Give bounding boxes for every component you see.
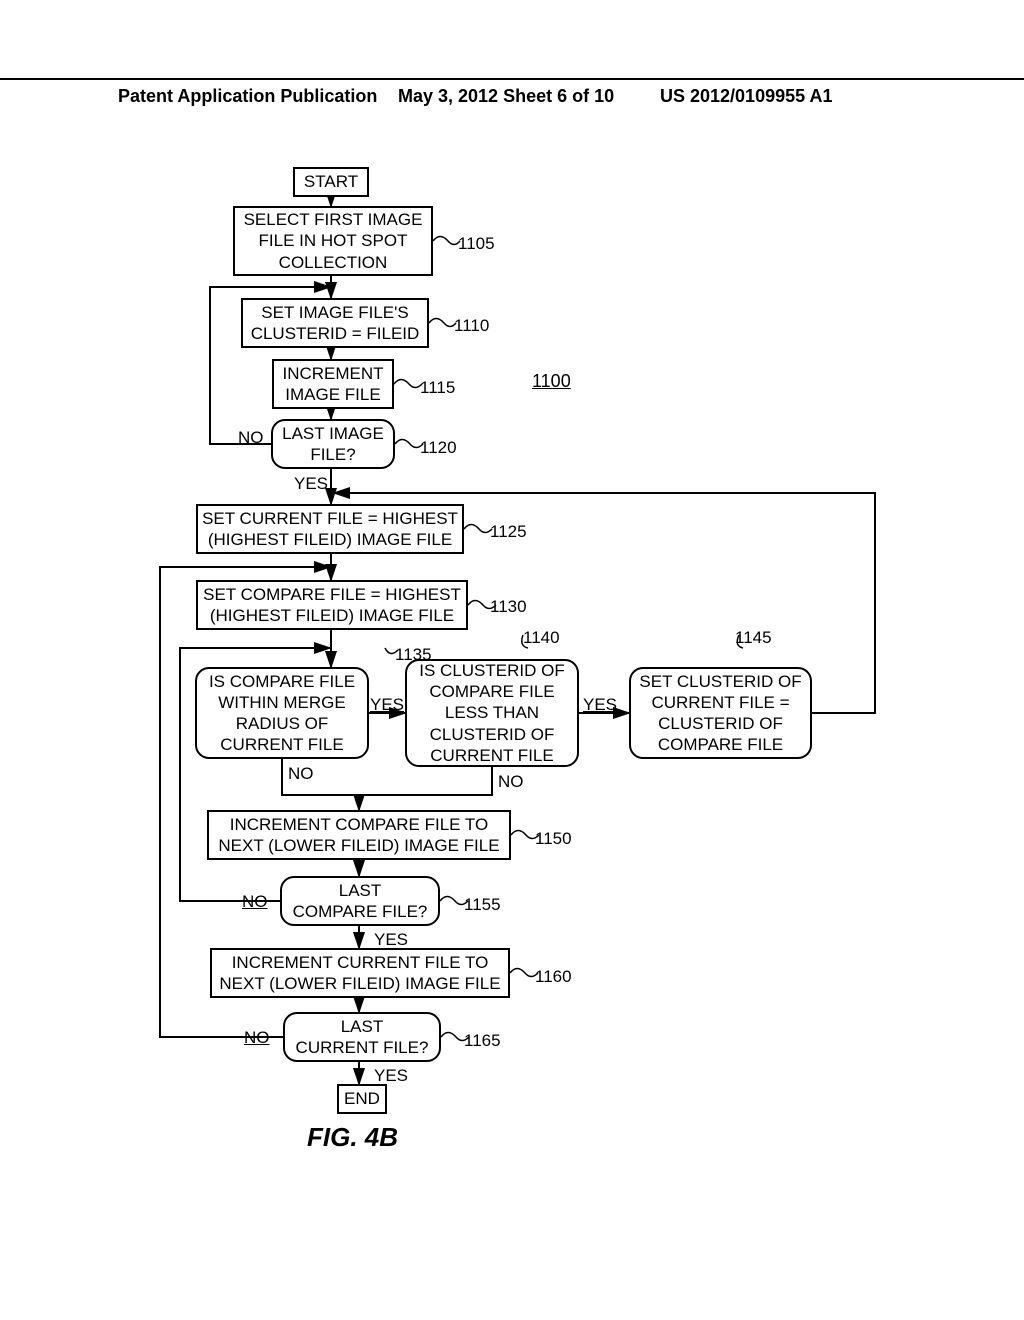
node-1155-decision: LASTCOMPARE FILE? <box>280 876 440 926</box>
node-1150: INCREMENT COMPARE FILE TONEXT (LOWER FIL… <box>207 810 511 860</box>
ref-1105: 1105 <box>458 234 495 254</box>
end-node: END <box>337 1084 387 1114</box>
ref-1165: 1165 <box>464 1031 501 1051</box>
start-node: START <box>293 167 369 197</box>
node-1140-decision: IS CLUSTERID OFCOMPARE FILELESS THANCLUS… <box>405 659 579 767</box>
node-1145: SET CLUSTERID OFCURRENT FILE =CLUSTERID … <box>629 667 812 759</box>
ref-1135: 1135 <box>395 645 432 665</box>
node-1130: SET COMPARE FILE = HIGHEST(HIGHEST FILEI… <box>196 580 468 630</box>
label-yes_1165: YES <box>374 1066 408 1086</box>
figure-ref: 1100 <box>532 371 571 392</box>
node-1160: INCREMENT CURRENT FILE TONEXT (LOWER FIL… <box>210 948 510 998</box>
node-1120-decision: LAST IMAGEFILE? <box>271 419 395 469</box>
label-no_1140: NO <box>498 772 524 792</box>
ref-1145: 1145 <box>735 628 772 648</box>
label-yes_1135: YES <box>370 695 404 715</box>
label-no_1120: NO <box>238 428 264 448</box>
figure-caption: FIG. 4B <box>307 1122 398 1153</box>
node-1165-decision: LASTCURRENT FILE? <box>283 1012 441 1062</box>
ref-1110: 1110 <box>454 316 489 336</box>
node-1135-decision: IS COMPARE FILEWITHIN MERGERADIUS OFCURR… <box>195 667 369 759</box>
node-1125: SET CURRENT FILE = HIGHEST(HIGHEST FILEI… <box>196 504 464 554</box>
ref-1115: 1115 <box>420 378 455 398</box>
ref-1160: 1160 <box>535 967 572 987</box>
page: Patent Application Publication May 3, 20… <box>0 0 1024 1320</box>
header-rule <box>0 78 1024 80</box>
header-right: US 2012/0109955 A1 <box>660 86 1024 107</box>
ref-1120: 1120 <box>420 438 457 458</box>
label-no_1155: NO <box>242 892 268 912</box>
label-yes_1140: YES <box>583 695 617 715</box>
label-yes_1155: YES <box>374 930 408 950</box>
flowchart-diagram: START SELECT FIRST IMAGEFILE IN HOT SPOT… <box>130 150 890 1210</box>
label-no_1165: NO <box>244 1028 270 1048</box>
label-no_1135: NO <box>288 764 314 784</box>
node-1105: SELECT FIRST IMAGEFILE IN HOT SPOTCOLLEC… <box>233 206 433 276</box>
label-yes_1120: YES <box>294 474 328 494</box>
node-1110: SET IMAGE FILE'SCLUSTERID = FILEID <box>241 298 429 348</box>
ref-1130: 1130 <box>490 597 527 617</box>
ref-1125: 1125 <box>490 522 527 542</box>
node-1115: INCREMENTIMAGE FILE <box>272 359 394 409</box>
ref-1150: 1150 <box>535 829 572 849</box>
ref-1155: 1155 <box>464 895 501 915</box>
ref-1140: 1140 <box>523 628 560 648</box>
